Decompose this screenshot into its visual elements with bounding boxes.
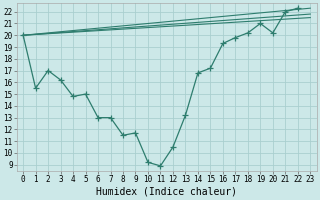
X-axis label: Humidex (Indice chaleur): Humidex (Indice chaleur) [96, 187, 237, 197]
